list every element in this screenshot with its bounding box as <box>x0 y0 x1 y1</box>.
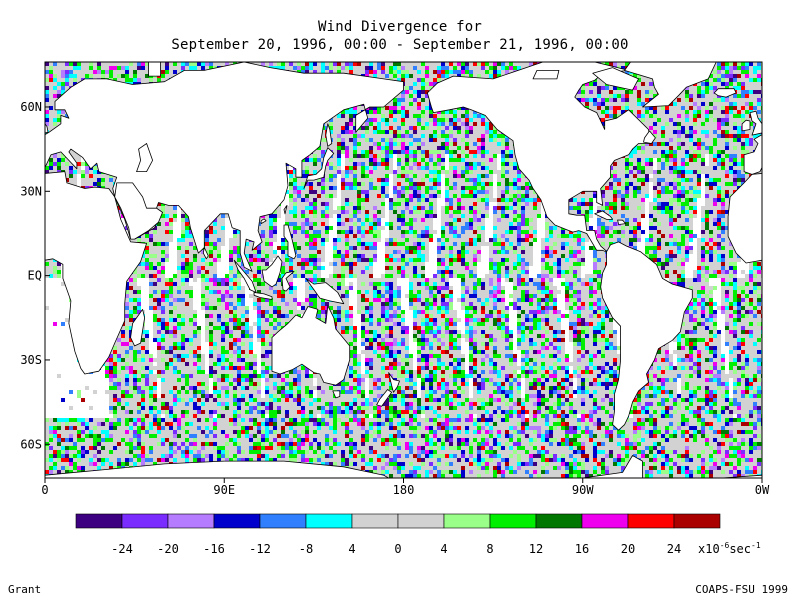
colorbar-tick-label: -20 <box>157 542 179 556</box>
land-japan <box>303 147 335 189</box>
colorbar-tick-label: -12 <box>249 542 271 556</box>
colorbar-tick-label: -24 <box>111 542 133 556</box>
land-svalbard <box>784 51 800 59</box>
x-tick-label: 90E <box>213 483 235 497</box>
x-tick-label: 90W <box>572 483 594 497</box>
colorbar-tick-label: 12 <box>529 542 543 556</box>
land-iceland <box>0 89 19 97</box>
colorbar-box <box>351 513 399 529</box>
colorbar: -24 -20 -16 -12 -8 4 0 4 8 12 16 20 24 x10-6sec-1 <box>75 513 761 556</box>
land-philippines <box>283 224 297 260</box>
colorbar-box <box>627 513 675 529</box>
land-tasmania <box>332 390 341 399</box>
units-suffix: sec <box>729 542 751 556</box>
colorbar-tick-label: 8 <box>486 542 493 556</box>
colorbar-tick-label: -8 <box>299 542 313 556</box>
land-eurasia <box>743 134 762 175</box>
land-iceland <box>713 88 737 98</box>
land-nz-north <box>388 372 400 393</box>
land-north-america <box>426 62 651 254</box>
colorbar-tick-label: 16 <box>575 542 589 556</box>
land-java <box>253 292 273 300</box>
land-sulawesi <box>281 270 295 292</box>
colorbar-box <box>167 513 215 529</box>
land-arabia <box>114 182 163 240</box>
colorbar-box <box>121 513 169 529</box>
land-africa <box>727 173 762 264</box>
map-plot-area <box>0 51 800 479</box>
land-newfoundland <box>643 130 656 144</box>
colorbar-box <box>673 513 721 529</box>
land-hispaniola <box>617 219 626 225</box>
land-layer <box>0 51 800 478</box>
colorbar-tick-label: 24 <box>667 542 681 556</box>
colorbar-box <box>305 513 353 529</box>
x-tick-label: 0 <box>41 483 48 497</box>
colorbar-boxes <box>75 513 721 529</box>
y-tick-label: 60N <box>20 100 42 114</box>
land-great-britain <box>45 123 49 134</box>
colorbar-box <box>75 513 123 529</box>
land-ireland <box>741 119 751 132</box>
colorbar-box <box>535 513 583 529</box>
y-tick-label: EQ <box>28 269 42 283</box>
units-suffix-exponent: -1 <box>751 541 761 550</box>
land-greenland <box>624 62 717 108</box>
colorbar-box <box>213 513 261 529</box>
y-tick-label: 30S <box>20 353 42 367</box>
colorbar-box <box>443 513 491 529</box>
units-prefix: x10 <box>698 542 720 556</box>
land-madagascar <box>130 308 146 347</box>
x-tick-label: 0W <box>755 483 770 497</box>
colorbar-tick-labels: -24 -20 -16 -12 -8 4 0 4 8 12 16 20 24 <box>111 542 681 556</box>
land-africa <box>45 171 148 375</box>
land-svalbard <box>67 51 99 59</box>
colorbar-box <box>581 513 629 529</box>
land-borneo <box>261 255 283 288</box>
land-hainan <box>260 218 267 225</box>
colorbar-tick-label: 4 <box>440 542 447 556</box>
land-novaya-zemlya <box>148 62 161 77</box>
x-axis: 0 90E 180 90W 0W <box>41 478 770 497</box>
colorbar-tick-label: 20 <box>621 542 635 556</box>
colorbar-tick-label: -16 <box>203 542 225 556</box>
land-victoria-island <box>532 70 560 80</box>
land-south-america <box>600 241 693 431</box>
land-baffin <box>592 67 639 91</box>
colorbar-tick-label: 0 <box>394 542 401 556</box>
land-australia <box>271 305 351 386</box>
lake-caspian <box>136 142 154 173</box>
colorbar-tick-label: 4 <box>348 542 355 556</box>
colorbar-box <box>397 513 445 529</box>
chart-title-line-2: September 20, 1996, 00:00 - September 21… <box>171 37 629 53</box>
chart-title-line-1: Wind Divergence for <box>318 19 482 35</box>
land-taiwan <box>283 204 288 215</box>
y-axis: 60N 30N EQ 30S 60S <box>20 100 50 451</box>
footer-credit: COAPS-FSU 1999 <box>695 583 788 596</box>
y-tick-label: 60S <box>20 437 42 451</box>
land-sumatra <box>233 259 257 293</box>
colorbar-box <box>259 513 307 529</box>
colorbar-box <box>489 513 537 529</box>
colorbar-units: x10-6sec-1 <box>698 541 761 556</box>
land-nz-south <box>376 389 393 407</box>
footer-author: Grant <box>8 583 42 596</box>
land-new-guinea <box>305 277 345 305</box>
land-great-britain <box>749 110 762 136</box>
x-tick-label: 180 <box>393 483 415 497</box>
land-sakhalin <box>325 123 333 147</box>
land-ireland <box>25 120 33 131</box>
y-tick-label: 30N <box>20 184 42 198</box>
land-antarctica <box>45 455 762 478</box>
units-exponent: -6 <box>720 541 730 550</box>
land-sri-lanka <box>202 247 209 260</box>
land-cuba <box>594 210 613 220</box>
